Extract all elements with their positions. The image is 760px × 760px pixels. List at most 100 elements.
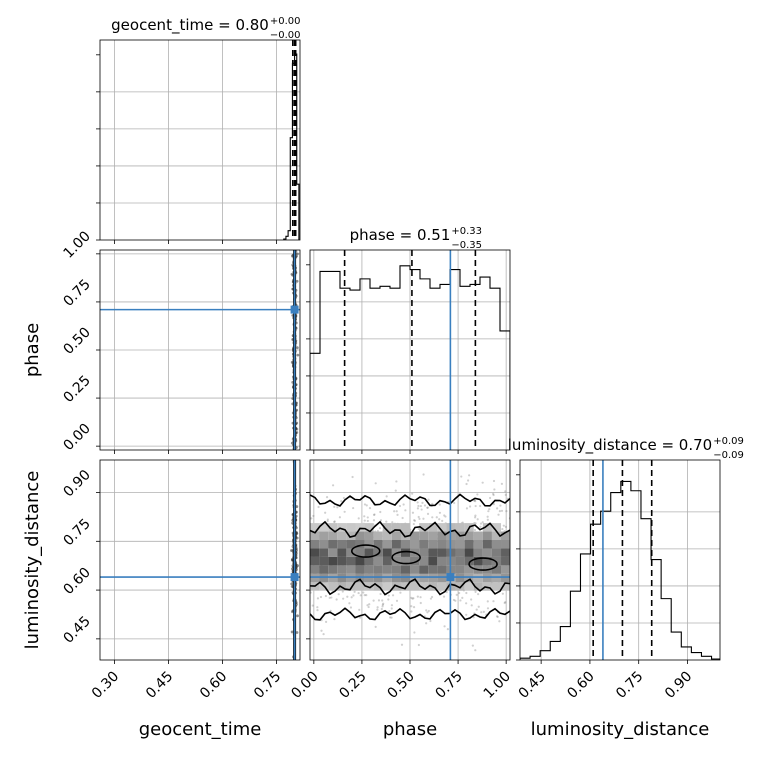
sample-point (504, 490, 507, 493)
sample-point (381, 599, 384, 602)
contour-outer-upper (310, 493, 510, 507)
sample-point (488, 507, 491, 511)
sample-point (421, 501, 424, 504)
sample-point (410, 605, 413, 608)
sample-point (368, 603, 371, 606)
sample-point (333, 618, 336, 621)
sample-point (395, 510, 398, 513)
sample-point (419, 504, 422, 508)
sample-point (335, 598, 338, 601)
sample-point (366, 516, 369, 519)
sample-point (438, 503, 441, 506)
sample-point (498, 620, 501, 623)
ytick-label-luminosity_distance: 0.60 (60, 565, 93, 598)
sample-point (349, 606, 353, 609)
sample-point (413, 519, 417, 522)
sample-point (296, 614, 299, 618)
sample-point (427, 498, 430, 501)
truth-marker (290, 573, 299, 582)
density-cell (428, 556, 438, 566)
sample-point (317, 505, 320, 509)
sample-point (495, 615, 499, 618)
density-cell (346, 556, 356, 566)
density-cell (437, 582, 447, 591)
sample-point (492, 600, 495, 603)
sample-point (310, 591, 312, 594)
sample-point (481, 481, 484, 484)
ytick-label-phase: 1.00 (60, 228, 93, 261)
density-cell (410, 540, 420, 549)
density-cell (437, 531, 447, 540)
histogram-geocent_time (283, 53, 300, 240)
density-cell (310, 540, 320, 549)
density-cell (364, 573, 374, 583)
density-cell (400, 565, 411, 574)
density-cell (337, 540, 347, 549)
sample-point (374, 625, 377, 628)
contour-outer-lower (310, 607, 510, 621)
sample-point (343, 510, 346, 513)
sample-point (477, 593, 480, 596)
sample-point (416, 595, 419, 598)
density-cell (501, 573, 510, 583)
sample-point (363, 503, 367, 506)
sample-point (400, 643, 404, 646)
sample-point (379, 592, 382, 596)
sample-point (498, 510, 501, 513)
sample-point (290, 272, 294, 276)
density-cell (400, 582, 411, 591)
sample-point (359, 594, 362, 597)
density-cell (382, 540, 392, 549)
sample-point (417, 515, 420, 519)
sample-point (471, 644, 474, 647)
density-cell (382, 582, 392, 591)
density-cell (310, 573, 320, 583)
sample-point (476, 493, 479, 496)
sample-point (350, 596, 353, 599)
density-cell (428, 531, 438, 540)
sample-point (425, 609, 428, 612)
density-cell (346, 573, 356, 583)
sample-point (381, 603, 384, 606)
truth-marker (446, 573, 455, 582)
sample-point (316, 606, 319, 609)
density-cell (491, 565, 502, 574)
sample-point (430, 595, 434, 599)
sample-point (330, 596, 333, 599)
density-cell (373, 556, 383, 566)
sample-point (295, 505, 299, 508)
density-cell (319, 556, 329, 566)
ytick-label-phase: 0.00 (60, 421, 93, 454)
density-cell (319, 523, 329, 532)
density-cell (319, 548, 329, 557)
sample-point (488, 496, 492, 500)
sample-point (422, 473, 425, 476)
density-cell (364, 556, 374, 566)
density-cell (328, 582, 338, 591)
density-cell (328, 523, 338, 532)
density-cell (437, 565, 447, 574)
sample-point (357, 517, 360, 520)
density-cell (382, 573, 392, 583)
sample-point (470, 598, 473, 601)
density-cell (482, 548, 492, 557)
density-cell (328, 556, 338, 566)
contour-inner-upper (310, 520, 510, 538)
sample-point (390, 616, 393, 619)
title-plus-luminosity_distance: +0.09 (713, 436, 744, 447)
sample-point (351, 475, 354, 479)
density-cell (319, 531, 329, 540)
density-cell (437, 548, 447, 557)
xtick-label-luminosity_distance: 0.45 (516, 668, 549, 701)
sample-point (353, 590, 356, 593)
density-cell (482, 582, 492, 591)
density-cell (410, 556, 420, 566)
sample-point (426, 512, 430, 515)
sample-point (474, 649, 477, 652)
sample-point (290, 558, 294, 562)
density-cell (437, 540, 447, 549)
sample-point (325, 496, 329, 499)
xtick-label-phase: 0.75 (433, 668, 466, 701)
xtick-label-luminosity_distance: 0.90 (662, 668, 695, 701)
sample-point (395, 599, 399, 602)
